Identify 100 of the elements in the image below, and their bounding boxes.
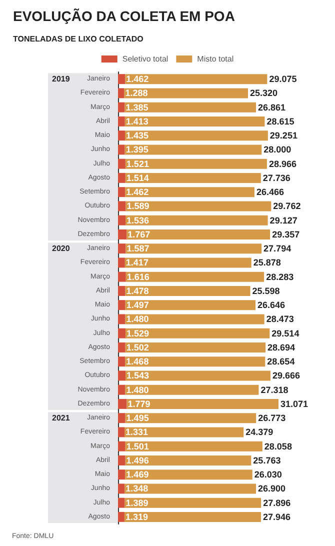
data-label: 27.736: [262, 172, 290, 183]
bar: [126, 229, 270, 240]
data-label: 26.030: [254, 470, 282, 480]
bar: [118, 272, 126, 282]
data-label: 24.379: [246, 427, 274, 438]
bar: [118, 116, 125, 126]
data-label: 1.417: [126, 258, 148, 268]
bar: [125, 455, 252, 466]
data-label: 25.320: [250, 88, 278, 98]
bar: [125, 314, 264, 324]
data-label: 1.495: [126, 413, 149, 424]
data-label: 1.497: [126, 300, 149, 310]
data-label: 27.896: [263, 498, 291, 508]
bar: [125, 441, 262, 452]
bar: [124, 498, 262, 508]
data-label: 1.587: [126, 244, 150, 254]
bar: [126, 244, 262, 254]
data-label: 26.773: [258, 413, 286, 424]
bar: [126, 370, 270, 381]
data-label: 28.473: [266, 314, 294, 324]
data-label: 1.348: [126, 484, 148, 494]
data-label: 29.251: [270, 130, 298, 141]
data-label: 25.763: [253, 455, 281, 466]
bar: [125, 342, 266, 352]
bar: [118, 187, 126, 198]
bar: [118, 130, 126, 141]
bar: [125, 328, 270, 338]
data-label: 28.694: [268, 342, 296, 352]
bar: [118, 455, 126, 466]
bar: [118, 413, 126, 424]
bar: [124, 484, 256, 494]
bar: [118, 201, 126, 212]
bar: [118, 74, 126, 84]
data-label: 1.413: [126, 116, 148, 126]
bar: [125, 286, 250, 296]
text: 2021: [52, 414, 70, 423]
data-label: 26.646: [258, 300, 286, 310]
data-label: 29.127: [270, 215, 298, 226]
data-label: 29.075: [269, 74, 297, 84]
chart-title: EVOLUÇÃO DA COLETA EM POA: [13, 8, 235, 24]
chart-subtitle: TONELADAS DE LIXO COLETADO: [13, 34, 144, 44]
bar: [125, 413, 256, 424]
data-label: 1.501: [126, 441, 149, 452]
data-label: 1.462: [126, 74, 149, 84]
bar: [125, 130, 268, 141]
bar: [125, 187, 254, 198]
data-label: 1.521: [126, 158, 149, 169]
data-label: 31.071: [280, 398, 308, 409]
data-label: 1.767: [128, 229, 150, 240]
bar: [125, 470, 252, 480]
bar: [124, 116, 265, 126]
data-label: 1.435: [126, 130, 149, 141]
data-label: 27.794: [264, 244, 292, 254]
data-label: 26.861: [258, 102, 286, 112]
data-label: 1.502: [126, 342, 149, 352]
bar: [124, 512, 261, 522]
text: 2020: [52, 244, 70, 254]
data-label: 1.288: [125, 88, 148, 98]
data-label: 1.616: [126, 272, 150, 282]
data-label: 27.946: [262, 512, 291, 522]
bar: [126, 398, 278, 409]
data-label: 1.389: [126, 498, 148, 508]
data-label: 25.878: [253, 258, 281, 268]
bar: [118, 512, 124, 522]
data-label: 28.654: [267, 356, 295, 367]
bar: [124, 144, 262, 155]
text: 2019: [52, 74, 70, 84]
bar: [118, 102, 125, 112]
bar: [118, 342, 126, 352]
data-label: 1.589: [126, 201, 150, 212]
bar: [118, 172, 126, 183]
bar: [124, 427, 244, 438]
data-label: 26.900: [258, 484, 286, 494]
legend-label: Misto total: [197, 54, 234, 64]
data-label: 25.598: [252, 286, 280, 296]
data-label: 1.480: [126, 314, 149, 324]
data-label: 29.666: [272, 370, 300, 381]
data-label: 1.536: [126, 215, 150, 226]
bar: [126, 272, 264, 282]
bar: [124, 88, 248, 98]
bar: [125, 74, 268, 84]
bar: [118, 398, 127, 409]
bar: [118, 88, 124, 98]
bar: [118, 258, 125, 268]
bar: [124, 258, 252, 268]
data-label: 28.058: [264, 441, 292, 452]
data-label: 1.385: [126, 102, 148, 112]
data-label: 1.529: [126, 328, 149, 338]
data-label: 1.468: [126, 356, 149, 367]
bar: [118, 286, 126, 296]
bar: [118, 370, 126, 381]
data-label: 1.331: [126, 427, 148, 438]
data-label: 1.462: [126, 187, 149, 198]
bar: [118, 229, 127, 240]
bar: [125, 158, 267, 169]
bar: [118, 144, 125, 155]
bar: [118, 300, 126, 310]
bar: [118, 215, 126, 226]
bar: [118, 356, 126, 367]
bar: [126, 215, 268, 226]
